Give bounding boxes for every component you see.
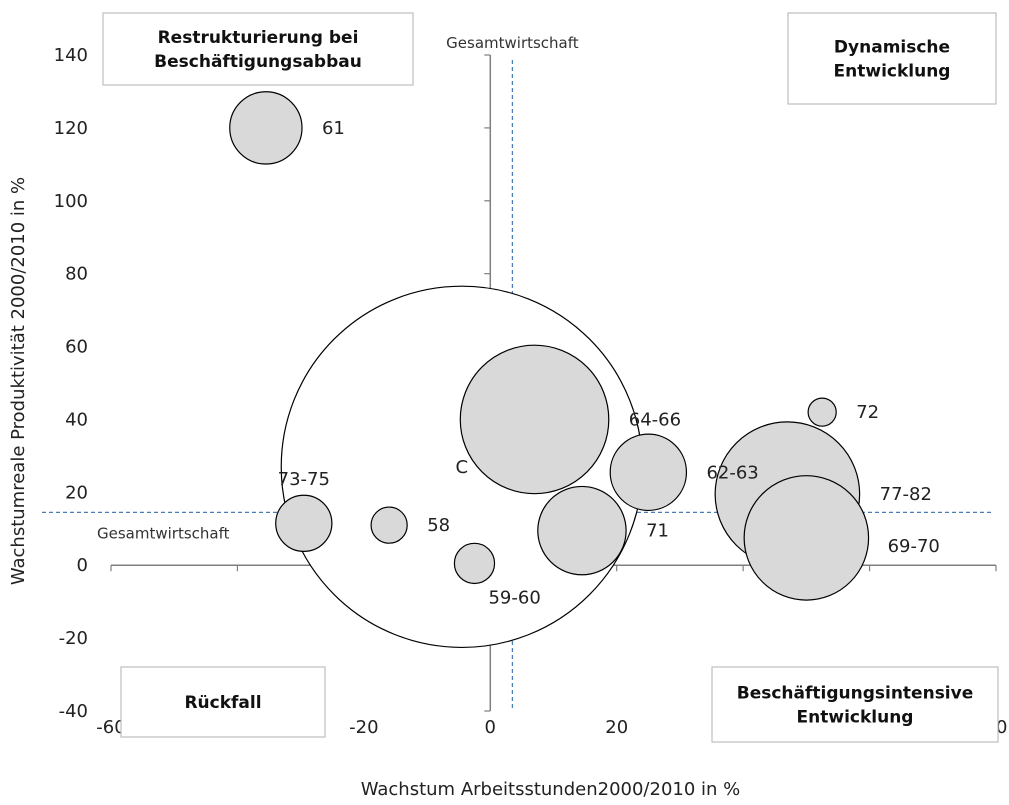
y-tick-label: -20 xyxy=(59,628,88,649)
bubble-61 xyxy=(229,91,303,165)
x-tick-label: 0 xyxy=(485,717,496,738)
bubble-label-73-75: 73-75 xyxy=(278,469,330,490)
y-tick-label: 100 xyxy=(54,191,88,212)
bubble-62-63 xyxy=(609,433,688,512)
quadrant-label-top-right: Dynamische Entwicklung xyxy=(834,38,951,82)
quadrant-label-bottom-left: Rückfall xyxy=(184,693,261,713)
bubble-label-62-63: 62-63 xyxy=(706,462,758,483)
bubble-label-71: 71 xyxy=(646,521,669,542)
bubble-59-60 xyxy=(453,542,496,585)
quadrant-box-top-left xyxy=(102,12,414,86)
x-tick-label: -20 xyxy=(349,717,378,738)
quadrant-label-bottom-right: Beschäftigungsintensive Entwicklung xyxy=(737,684,974,728)
vertical-reference-label: Gesamtwirtschaft xyxy=(446,34,579,52)
bubble-label-64-66: 64-66 xyxy=(629,409,681,430)
y-tick-label: 20 xyxy=(65,482,88,503)
bubble-label-77-82: 77-82 xyxy=(880,484,932,505)
bubble-64-66 xyxy=(459,344,610,495)
bubble-label-59-60: 59-60 xyxy=(488,587,540,608)
quadrant-box-top-right xyxy=(787,12,997,105)
y-tick-label: 0 xyxy=(77,555,88,576)
bubble-71 xyxy=(537,485,627,576)
x-tick-label: 20 xyxy=(605,717,628,738)
bubble-69-70 xyxy=(743,475,870,601)
y-axis-title: Wachstumreale Produktivität 2000/2010 in… xyxy=(8,177,29,585)
horizontal-reference-label: Gesamtwirtschaft xyxy=(97,524,230,542)
x-tick-label: -60 xyxy=(96,717,125,738)
y-tick-label: 140 xyxy=(54,45,88,66)
bubble-73-75 xyxy=(275,494,333,553)
y-tick-label: 60 xyxy=(65,337,88,358)
bubble-label-c: C xyxy=(456,457,469,478)
bubble-label-72: 72 xyxy=(856,402,879,423)
y-tick-label: 80 xyxy=(65,264,88,285)
bubble-label-61: 61 xyxy=(322,118,345,139)
bubble-72 xyxy=(807,397,837,427)
y-tick-label: -40 xyxy=(59,701,88,722)
bubble-label-58: 58 xyxy=(427,515,450,536)
quadrant-box-bottom-right xyxy=(711,666,999,743)
y-tick-label: 120 xyxy=(54,118,88,139)
bubble-58 xyxy=(370,506,408,544)
bubble-label-69-70: 69-70 xyxy=(888,536,940,557)
y-tick-label: 40 xyxy=(65,409,88,430)
x-axis-title: Wachstum Arbeitsstunden2000/2010 in % xyxy=(361,779,741,800)
quadrant-box-bottom-left xyxy=(120,666,326,738)
quadrant-label-top-left: Restrukturierung bei Beschäftigungsabbau xyxy=(154,28,362,72)
